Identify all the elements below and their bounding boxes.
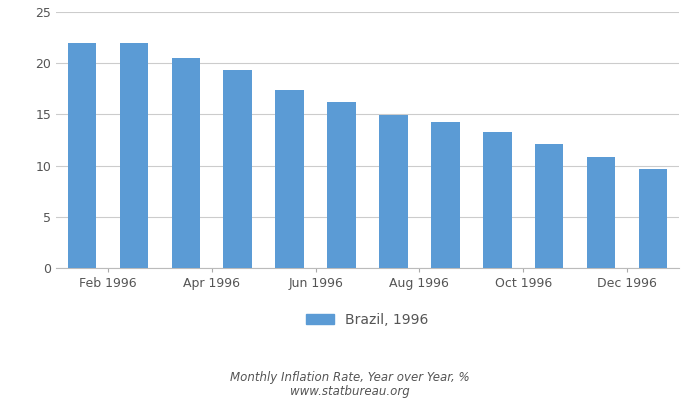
Bar	[120, 43, 148, 268]
Text: Monthly Inflation Rate, Year over Year, %: Monthly Inflation Rate, Year over Year, …	[230, 372, 470, 384]
Bar	[639, 169, 667, 268]
Bar	[328, 102, 356, 268]
Bar	[172, 58, 200, 268]
Bar	[431, 122, 460, 268]
Bar	[68, 43, 96, 268]
Text: www.statbureau.org: www.statbureau.org	[290, 385, 410, 398]
Bar	[379, 116, 407, 268]
Bar	[483, 132, 512, 268]
Bar	[275, 90, 304, 268]
Bar	[223, 70, 252, 268]
Legend: Brazil, 1996: Brazil, 1996	[301, 308, 434, 333]
Bar	[535, 144, 564, 268]
Bar	[587, 158, 615, 268]
